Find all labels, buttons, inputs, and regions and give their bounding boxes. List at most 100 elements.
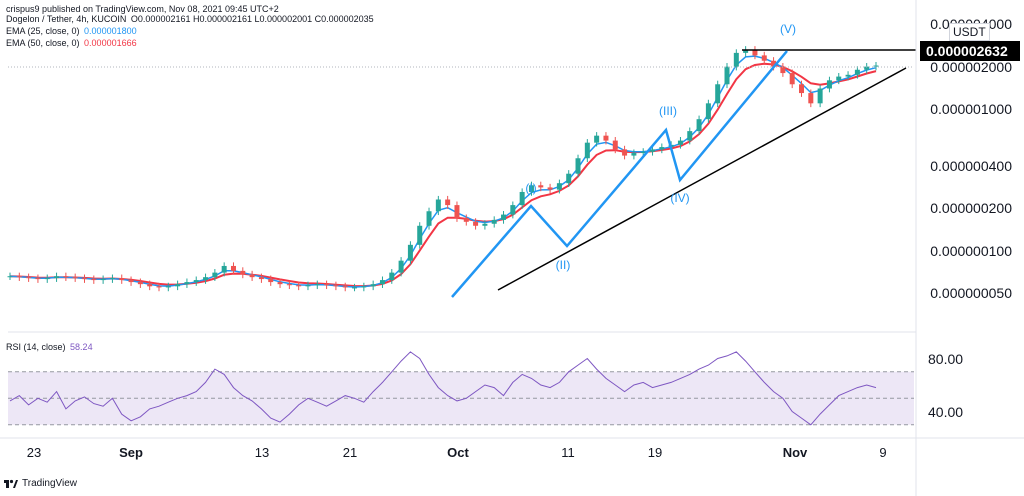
candle-body (221, 265, 227, 273)
candle-body (854, 69, 860, 75)
candle-body (193, 280, 199, 283)
wave-label: (III) (659, 104, 677, 118)
candle-body (519, 191, 525, 206)
candle-body (268, 279, 274, 283)
candle-body (426, 211, 432, 226)
candle-body (454, 205, 460, 219)
candle-body (864, 66, 870, 70)
candle-body (845, 74, 851, 77)
candle-body (789, 73, 795, 85)
candle-body (724, 66, 730, 85)
candle-body (752, 49, 758, 56)
current-price-tag: 0.000002632 (920, 41, 1020, 61)
candle-body (72, 277, 78, 279)
rsi-tick-label: 40.00 (928, 403, 964, 420)
candle-body (342, 286, 348, 288)
time-tick-label: 13 (254, 445, 270, 460)
candle-body (119, 278, 125, 281)
published-caption: crispus9 published on TradingView.com, N… (6, 4, 279, 14)
tradingview-logo-icon (4, 479, 18, 488)
candle-body (473, 221, 479, 226)
candle-body (16, 276, 22, 278)
candle-body (780, 66, 786, 74)
time-tick-label: Nov (782, 445, 808, 460)
candle-body (7, 276, 13, 278)
candle-body (128, 280, 134, 283)
price-tick-label: 0.000000100 (930, 242, 1012, 259)
candle-body (54, 276, 60, 279)
time-tick-label: 11 (561, 445, 575, 460)
time-tick-label: 23 (26, 445, 42, 460)
support-trendline (497, 67, 907, 291)
tradingview-footer[interactable]: TradingView (4, 478, 77, 489)
rsi-tick-label: 80.00 (928, 350, 964, 367)
price-tick-label: 0.000000400 (930, 157, 1012, 174)
candle-body (733, 52, 739, 67)
candle-body (622, 149, 628, 156)
candle-body (501, 214, 507, 220)
candle-body (109, 278, 115, 280)
candle-body (398, 260, 404, 273)
candle-body (491, 219, 497, 224)
candle-body (258, 277, 264, 280)
candle-body (566, 173, 572, 184)
time-tick-label: Oct (447, 445, 469, 460)
candle-body (538, 185, 544, 188)
rsi-line (9, 351, 877, 426)
candle-body (631, 153, 637, 156)
candle-body (528, 185, 534, 192)
candle-body (594, 135, 600, 143)
candle-body (81, 278, 87, 280)
candle-body (175, 284, 181, 287)
candle-body (761, 55, 767, 61)
rsi-value: 58.24 (70, 342, 93, 352)
candle-body (799, 84, 805, 94)
ema50-legend[interactable]: EMA (50, close, 0) 0.000001666 (6, 38, 137, 48)
candle-body (584, 142, 590, 159)
candle-body (352, 287, 358, 289)
candle-body (715, 84, 721, 104)
candle-body (873, 65, 879, 67)
candle-body (650, 149, 656, 152)
ema50-label: EMA (50, close, 0) (6, 38, 80, 48)
candle-body (379, 280, 385, 285)
candle-body (575, 158, 581, 174)
rsi-legend[interactable]: RSI (14, close) 58.24 (6, 342, 93, 352)
candle-body (63, 276, 69, 278)
currency-badge[interactable]: USDT (949, 23, 990, 41)
candle-body (370, 284, 376, 287)
candle-body (640, 151, 646, 154)
candle-body (203, 277, 209, 281)
wave-label: (II) (555, 258, 571, 272)
candle-body (482, 223, 488, 226)
symbol-line: Dogelon / Tether, 4h, KUCOIN O0.00000216… (6, 14, 374, 24)
candle-body (687, 131, 693, 141)
candle-body (463, 218, 469, 222)
candle-body (147, 284, 153, 287)
candle-body (826, 80, 832, 89)
candle-body (705, 103, 711, 120)
price-tick-label: 0.000001000 (930, 101, 1012, 118)
wave-label: (IV) (670, 191, 690, 205)
candle-body (137, 282, 143, 285)
candle-body (435, 199, 441, 212)
time-tick-label: 21 (342, 445, 358, 460)
candle-body (314, 284, 320, 286)
candle-body (324, 284, 330, 286)
candle-body (417, 225, 423, 245)
symbol-title: Dogelon / Tether, 4h, KUCOIN (6, 14, 127, 24)
wave-label: (I) (525, 181, 537, 195)
ohlc-values: O0.000002161 H0.000002161 L0.000002001 C… (130, 14, 374, 24)
candle-body (212, 272, 218, 278)
candle-body (333, 285, 339, 287)
candle-body (407, 244, 413, 261)
candle-body (240, 270, 246, 275)
elliott-wave-line (451, 50, 788, 298)
candle-body (808, 93, 814, 104)
candle-body (305, 285, 311, 287)
tradingview-brand: TradingView (22, 478, 78, 489)
ema25-value: 0.000001800 (84, 26, 137, 36)
ema25-legend[interactable]: EMA (25, close, 0) 0.000001800 (6, 26, 137, 36)
candle-body (743, 49, 749, 53)
